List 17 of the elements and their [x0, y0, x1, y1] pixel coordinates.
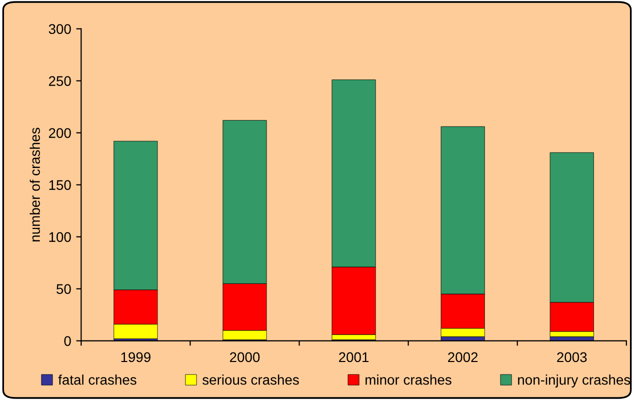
legend-label: serious crashes — [202, 374, 299, 385]
x-tick-label: 2003 — [557, 352, 587, 362]
y-tick-label: 100 — [49, 232, 71, 242]
x-tick-label: 2002 — [448, 352, 478, 362]
y-axis-title: number of crashes — [30, 128, 40, 242]
y-tick-label: 300 — [48, 24, 71, 34]
legend-label: minor crashes — [366, 374, 452, 385]
x-tick-label: 2001 — [339, 352, 369, 362]
x-tick-label: 1999 — [121, 352, 150, 362]
legend-label: non-injury crashes — [518, 374, 630, 388]
y-tick-label: 250 — [48, 76, 71, 86]
x-tick-label: 2000 — [230, 352, 260, 362]
legend-label: fatal crashes — [58, 374, 136, 385]
y-tick-label: 200 — [48, 128, 71, 138]
y-tick-label: 50 — [56, 284, 71, 294]
y-tick-label: 0 — [64, 336, 71, 346]
y-tick-label: 150 — [49, 180, 71, 190]
